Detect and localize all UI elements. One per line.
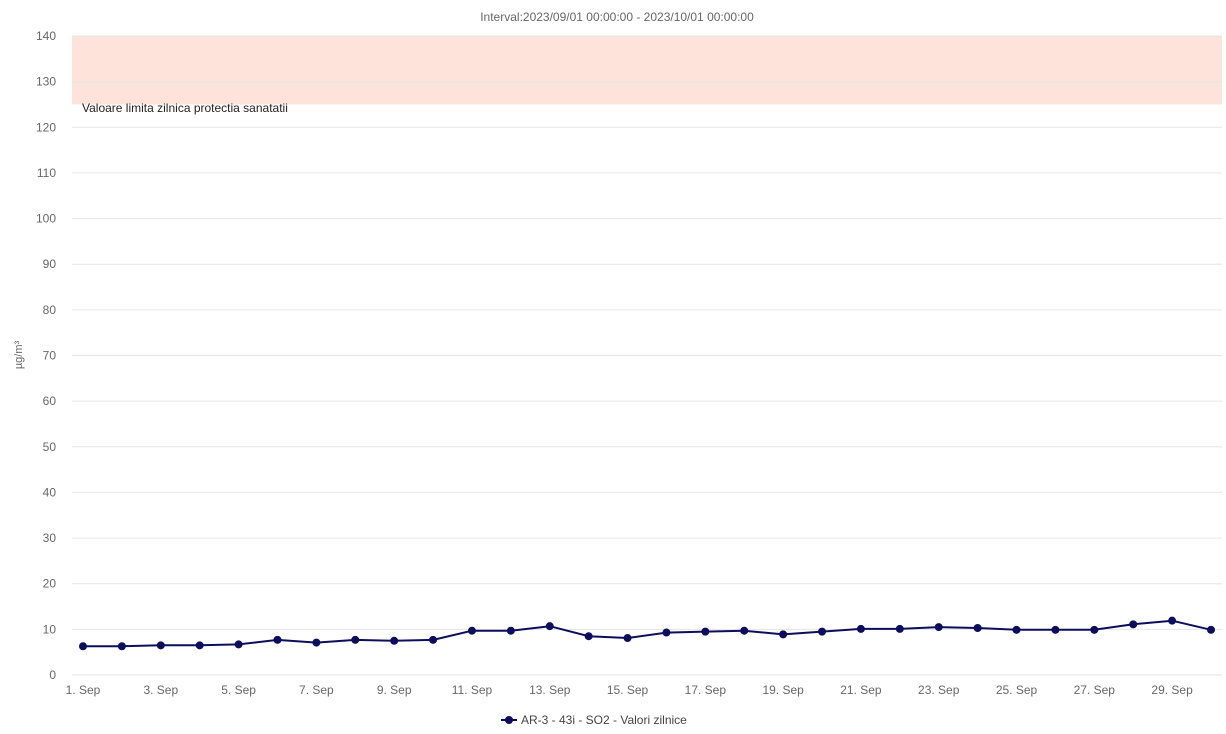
- data-point-10: [429, 635, 438, 644]
- y-tick-label-0: 0: [49, 668, 56, 682]
- y-tick-label-110: 110: [37, 166, 56, 180]
- x-tick-label-11: 11. Sep: [452, 683, 493, 697]
- data-point-16: [662, 628, 671, 637]
- y-tick-label-30: 30: [43, 531, 57, 545]
- data-point-11: [467, 626, 476, 635]
- x-axis-ticks: 1. Sep 3. Sep 5. Sep 7. Sep 9. Sep 11. Sep 13.…: [66, 683, 1193, 697]
- grid-layer: [72, 35, 1222, 676]
- series-line-0: [83, 619, 1212, 648]
- x-tick-label-15: 15. Sep: [607, 683, 649, 697]
- data-point-30: [1207, 625, 1215, 634]
- plot-band-label: Valoare limita zilnica protectia sanatat…: [82, 101, 288, 115]
- y-tick-label-10: 10: [43, 622, 57, 636]
- y-axis-ticks: 0 10 20 30 40 50 60 70 80 90 100 110 120 130 140: [36, 29, 56, 682]
- data-point-14: [584, 632, 593, 641]
- y-tick-label-40: 40: [43, 485, 57, 499]
- data-point-13: [545, 622, 554, 631]
- data-point-3: [156, 641, 165, 650]
- data-point-1: [79, 642, 87, 651]
- data-point-12: [506, 626, 515, 635]
- data-point-24: [973, 623, 982, 632]
- y-tick-label-130: 130: [36, 75, 56, 89]
- y-tick-label-140: 140: [36, 29, 56, 43]
- data-point-4: [195, 641, 204, 650]
- data-point-20: [818, 627, 827, 636]
- data-point-17: [701, 627, 710, 636]
- x-tick-label-13: 13. Sep: [529, 683, 571, 697]
- y-tick-label-70: 70: [43, 349, 57, 363]
- x-tick-label-19: 19. Sep: [762, 683, 804, 697]
- y-tick-label-60: 60: [43, 394, 57, 408]
- x-tick-label-1: 1. Sep: [66, 683, 101, 697]
- x-tick-label-29: 29. Sep: [1151, 683, 1193, 697]
- data-point-6: [273, 635, 282, 644]
- y-tick-label-50: 50: [43, 440, 57, 454]
- x-tick-label-23: 23. Sep: [918, 683, 960, 697]
- data-point-26: [1051, 625, 1060, 634]
- y-tick-label-20: 20: [43, 577, 57, 591]
- data-point-5: [234, 640, 243, 649]
- data-point-28: [1129, 620, 1138, 629]
- data-point-9: [390, 636, 399, 645]
- y-axis-title: µg/m³: [13, 340, 25, 369]
- data-point-29: [1168, 616, 1177, 625]
- legend-point-marker: [505, 716, 513, 724]
- x-tick-label-17: 17. Sep: [685, 683, 727, 697]
- data-point-7: [312, 638, 321, 647]
- x-tick-label-3: 3. Sep: [143, 683, 178, 697]
- data-point-15: [623, 634, 632, 643]
- y-tick-label-100: 100: [36, 212, 56, 226]
- y-tick-label-90: 90: [43, 257, 57, 271]
- data-point-23: [934, 623, 943, 632]
- x-tick-label-7: 7. Sep: [299, 683, 334, 697]
- data-point-21: [856, 624, 865, 633]
- plot-band: [72, 36, 1222, 105]
- data-point-27: [1090, 625, 1099, 634]
- x-tick-label-5: 5. Sep: [221, 683, 256, 697]
- y-tick-label-120: 120: [36, 120, 56, 134]
- x-tick-label-27: 27. Sep: [1074, 683, 1116, 697]
- x-tick-label-9: 9. Sep: [377, 683, 412, 697]
- x-tick-label-21: 21. Sep: [840, 683, 882, 697]
- legend-series-name: AR-3 - 43i - SO2 - Valori zilnice: [521, 713, 687, 727]
- data-point-18: [740, 626, 749, 635]
- plot-band-layer: [72, 36, 1222, 105]
- data-point-2: [117, 642, 126, 651]
- chart-subtitle: Interval:2023/09/01 00:00:00 - 2023/10/0…: [480, 10, 754, 24]
- data-point-22: [895, 624, 904, 633]
- data-point-25: [1012, 625, 1021, 634]
- y-tick-label-80: 80: [43, 303, 57, 317]
- series-layer: [79, 616, 1215, 651]
- legend[interactable]: AR-3 - 43i - SO2 - Valori zilnice: [501, 713, 687, 727]
- data-point-19: [779, 630, 788, 639]
- x-tick-label-25: 25. Sep: [996, 683, 1038, 697]
- data-point-8: [351, 635, 360, 644]
